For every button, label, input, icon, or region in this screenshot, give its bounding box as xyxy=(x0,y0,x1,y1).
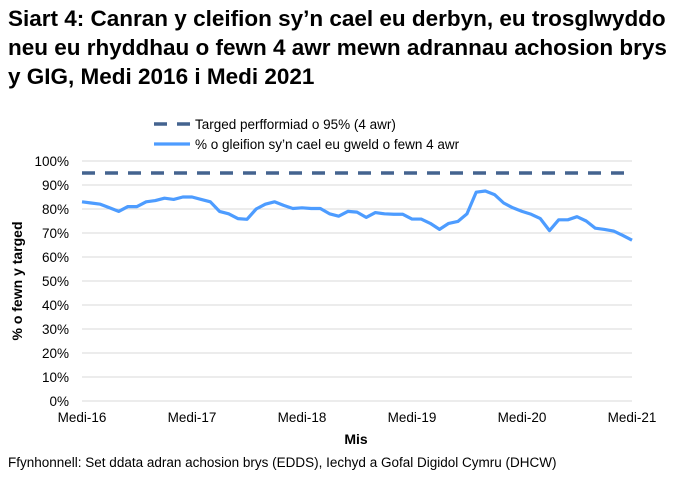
legend-label-series: % o gleifion sy’n cael eu gweld o fewn 4… xyxy=(195,137,460,152)
x-tick-label: Medi-19 xyxy=(388,410,437,425)
y-tick-label: 80% xyxy=(42,202,69,217)
x-tick-label: Medi-20 xyxy=(498,410,547,425)
y-tick-label: 50% xyxy=(42,274,69,289)
y-tick-label: 70% xyxy=(42,226,69,241)
y-tick-label: 40% xyxy=(42,298,69,313)
y-tick-label: 10% xyxy=(42,370,69,385)
y-tick-label: 60% xyxy=(42,250,69,265)
legend-label-target: Targed perfformiad o 95% (4 awr) xyxy=(195,117,396,132)
y-tick-label: 100% xyxy=(34,154,69,169)
x-tick-label: Medi-18 xyxy=(278,410,327,425)
x-tick-label: Medi-21 xyxy=(608,410,657,425)
y-axis-title: % o fewn y targed xyxy=(9,221,25,340)
x-axis-title: Mis xyxy=(344,431,368,447)
chart-title: Siart 4: Canran y cleifion sy’n cael eu … xyxy=(8,6,667,89)
y-tick-label: 30% xyxy=(42,322,69,337)
y-tick-label: 0% xyxy=(49,394,69,409)
source-note: Ffynhonnell: Set ddata adran achosion br… xyxy=(8,455,557,470)
x-tick-label: Medi-16 xyxy=(58,410,107,425)
y-tick-label: 20% xyxy=(42,346,69,361)
x-tick-label: Medi-17 xyxy=(168,410,217,425)
y-tick-label: 90% xyxy=(42,178,69,193)
series-line xyxy=(81,189,633,242)
